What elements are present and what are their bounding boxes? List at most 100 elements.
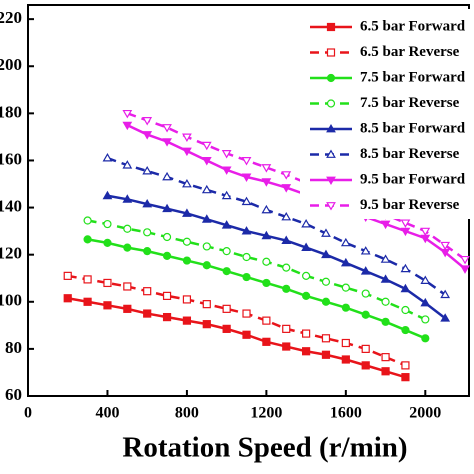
- marker: [83, 297, 92, 306]
- marker: [302, 271, 311, 280]
- marker: [440, 313, 451, 322]
- marker: [401, 325, 410, 335]
- marker: [381, 297, 390, 306]
- marker: [262, 316, 271, 325]
- marker: [420, 297, 431, 307]
- y-tick-label: 220: [0, 8, 22, 27]
- y-tick-label: 100: [0, 291, 22, 310]
- marker: [302, 291, 311, 300]
- marker: [142, 198, 153, 208]
- marker: [182, 256, 192, 265]
- y-tick-label: 60: [5, 385, 22, 404]
- marker: [301, 219, 311, 228]
- y-tick-label: 80: [5, 338, 22, 357]
- marker: [301, 242, 311, 252]
- marker: [162, 232, 172, 242]
- marker: [361, 361, 370, 370]
- marker: [321, 334, 331, 343]
- marker: [162, 138, 172, 147]
- marker: [321, 249, 331, 259]
- x-tick-label: 2000: [409, 405, 441, 422]
- marker: [400, 219, 411, 228]
- marker: [201, 214, 212, 223]
- marker: [341, 283, 350, 292]
- marker: [302, 329, 311, 338]
- marker: [421, 334, 430, 343]
- marker: [201, 141, 212, 151]
- legend-label: 9.5 bar Reverse: [360, 197, 460, 213]
- marker: [341, 303, 350, 312]
- marker: [162, 291, 172, 300]
- marker: [143, 228, 152, 237]
- marker: [361, 344, 370, 353]
- marker: [400, 263, 411, 273]
- marker: [340, 257, 351, 267]
- marker: [222, 324, 231, 333]
- marker: [281, 171, 292, 180]
- marker: [360, 266, 371, 275]
- x-tick-label: 1600: [330, 405, 362, 422]
- marker: [142, 117, 153, 126]
- marker: [381, 367, 390, 376]
- marker: [282, 284, 291, 293]
- marker: [302, 347, 311, 356]
- marker: [321, 228, 331, 237]
- marker: [123, 282, 132, 291]
- legend-box: [300, 9, 474, 219]
- marker: [326, 48, 336, 57]
- x-tick-label: 1200: [250, 405, 282, 422]
- marker: [143, 287, 152, 296]
- marker: [221, 190, 232, 200]
- marker: [361, 310, 370, 319]
- marker: [281, 184, 292, 193]
- marker: [281, 211, 292, 221]
- marker: [380, 274, 391, 283]
- marker: [421, 315, 430, 324]
- marker: [182, 237, 192, 246]
- marker: [241, 226, 252, 235]
- marker: [142, 131, 153, 140]
- marker: [420, 275, 431, 284]
- marker: [122, 121, 133, 131]
- marker: [381, 317, 390, 326]
- legend-label: 6.5 bar Reverse: [360, 44, 460, 60]
- marker: [162, 124, 172, 133]
- marker: [142, 166, 153, 175]
- marker: [326, 22, 336, 32]
- marker: [261, 230, 272, 240]
- y-tick-label: 140: [0, 196, 22, 215]
- marker: [261, 164, 272, 173]
- marker: [83, 275, 92, 284]
- marker: [241, 173, 252, 182]
- legend-label: 8.5 bar Forward: [360, 120, 466, 136]
- marker: [162, 203, 172, 213]
- marker: [341, 355, 350, 364]
- marker: [123, 304, 132, 313]
- legend-label: 8.5 bar Reverse: [360, 146, 460, 162]
- marker: [123, 224, 132, 233]
- legend-label: 6.5 bar Forward: [360, 18, 466, 34]
- marker: [381, 353, 390, 362]
- marker: [162, 171, 172, 181]
- marker: [460, 265, 470, 274]
- marker: [242, 330, 251, 339]
- marker: [400, 227, 411, 237]
- marker: [202, 261, 211, 270]
- series-line: [87, 219, 426, 321]
- legend-label: 9.5 bar Forward: [360, 171, 466, 187]
- marker: [340, 237, 351, 247]
- marker: [201, 184, 212, 194]
- marker: [460, 255, 470, 265]
- marker: [440, 241, 451, 251]
- marker: [326, 73, 336, 83]
- marker: [326, 149, 336, 158]
- y-tick-label: 120: [0, 244, 22, 263]
- marker: [202, 320, 211, 329]
- marker: [202, 242, 211, 251]
- marker: [103, 238, 112, 247]
- marker: [201, 157, 212, 166]
- marker: [122, 194, 133, 203]
- marker: [221, 166, 232, 175]
- marker: [321, 277, 331, 286]
- marker: [103, 301, 112, 310]
